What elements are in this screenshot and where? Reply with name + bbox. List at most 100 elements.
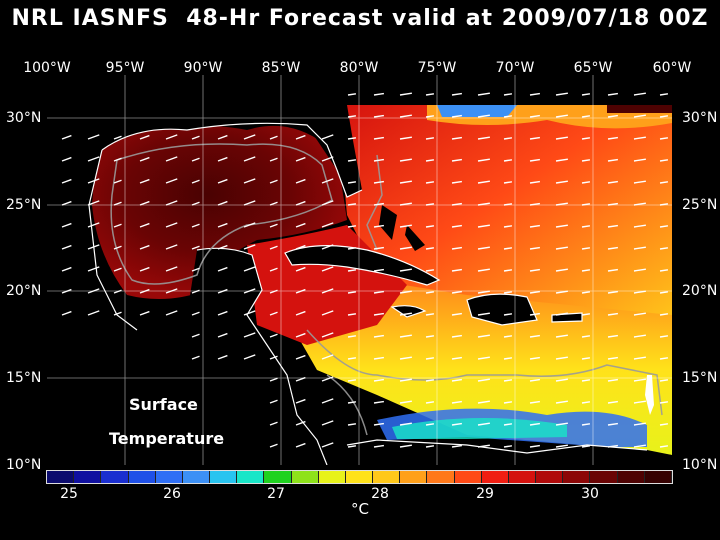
forecast-title: NRL IASNFS 48-Hr Forecast valid at 2009/… (11, 6, 709, 31)
wind-arrow (555, 158, 568, 162)
colorbar-unit: °C (351, 500, 369, 518)
colorbar-swatch (617, 471, 645, 483)
wind-arrow (503, 203, 513, 206)
wind-arrow (373, 334, 384, 338)
wind-arrow (477, 224, 490, 228)
wind-arrow (217, 266, 228, 272)
wind-arrow (61, 244, 72, 250)
wind-arrow (295, 288, 306, 294)
wind-arrow (373, 92, 384, 96)
wind-arrow (113, 135, 122, 140)
colorbar-swatch (427, 471, 455, 483)
sst-map-graphic (47, 75, 672, 465)
wind-arrow (347, 159, 357, 162)
wind-arrow (87, 178, 100, 184)
wind-arrow (399, 400, 412, 404)
colorbar-swatch (536, 471, 564, 483)
wind-arrow (581, 379, 591, 382)
wind-arrow (217, 288, 228, 294)
wind-arrow (555, 422, 568, 426)
wind-arrow (659, 423, 669, 426)
wind-arrow (217, 332, 228, 338)
wind-arrow (633, 312, 646, 316)
wind-arrow (217, 222, 228, 228)
wind-arrow (191, 157, 200, 162)
wind-arrow (373, 422, 384, 426)
wind-arrow (581, 93, 591, 96)
wind-arrow (347, 93, 357, 96)
wind-arrow (139, 134, 150, 140)
wind-arrow (477, 290, 490, 294)
wind-arrow (529, 158, 540, 162)
wind-arrow (607, 356, 618, 360)
wind-arrow (321, 288, 334, 294)
wind-arrow (165, 310, 178, 316)
wind-arrow (607, 180, 618, 184)
wind-arrow (139, 178, 150, 184)
wind-arrow (529, 334, 540, 338)
wind-arrow (243, 222, 256, 228)
colorbar-swatch (508, 471, 537, 483)
wind-arrow (581, 181, 591, 184)
wind-arrow (477, 312, 490, 316)
depth-contours (110, 143, 663, 436)
wind-arrow (581, 137, 591, 140)
wind-arrow (581, 159, 591, 162)
colorbar-swatch (101, 471, 129, 483)
wind-arrow (659, 291, 669, 294)
central-america-land (47, 248, 327, 465)
wind-arrow (581, 357, 591, 360)
wind-arrow (503, 335, 513, 338)
wind-arrow (659, 203, 669, 206)
wind-arrow (217, 134, 228, 140)
wind-arrow (347, 313, 357, 316)
wind-arrow (529, 356, 540, 360)
wind-arrow (347, 357, 357, 360)
wind-arrow (529, 246, 540, 250)
wind-arrow (529, 202, 540, 206)
wind-arrow (373, 136, 384, 140)
wind-arrow (607, 202, 618, 206)
lat-label-30n-right: 30°N (682, 110, 718, 126)
wind-arrow (503, 269, 513, 272)
wind-arrow (191, 289, 200, 294)
wind-arrow (581, 203, 591, 206)
lon-label-75w: 75°W (417, 60, 457, 76)
wind-arrow (425, 225, 435, 228)
wind-arrow (633, 224, 646, 228)
colorbar-swatch (128, 471, 156, 483)
wind-arrow (555, 92, 568, 96)
wind-arrow (295, 178, 306, 184)
wind-arrow (555, 356, 568, 360)
wind-arrow (87, 266, 100, 272)
wind-arrow (659, 159, 669, 162)
wind-arrow (269, 245, 278, 250)
wind-arrow (425, 445, 435, 448)
wind-arrow (217, 156, 228, 162)
wind-arrow (61, 288, 72, 294)
wind-arrow (659, 181, 669, 184)
wind-arrow (477, 356, 490, 360)
wind-arrow (555, 400, 568, 404)
wind-arrow (243, 310, 256, 316)
wind-arrow (659, 401, 669, 404)
wind-arrow (165, 266, 178, 272)
wind-arrow (113, 289, 122, 294)
wind-arrow (451, 422, 462, 426)
wind-arrow (61, 134, 72, 140)
wind-arrow (269, 333, 278, 338)
colorbar-swatch (644, 471, 672, 483)
wind-arrow (347, 269, 357, 272)
lon-label-90w: 90°W (183, 60, 223, 76)
wind-arrow (659, 335, 669, 338)
colorbar-swatch (318, 471, 346, 483)
wind-arrow (529, 422, 540, 426)
wind-arrow (295, 244, 306, 250)
wind-arrow (295, 442, 306, 448)
wind-arrow (399, 268, 412, 272)
wind-arrow (373, 312, 384, 316)
wind-arrow (555, 224, 568, 228)
lon-label-70w: 70°W (495, 60, 535, 76)
wind-arrow (607, 290, 618, 294)
wind-arrow (425, 357, 435, 360)
